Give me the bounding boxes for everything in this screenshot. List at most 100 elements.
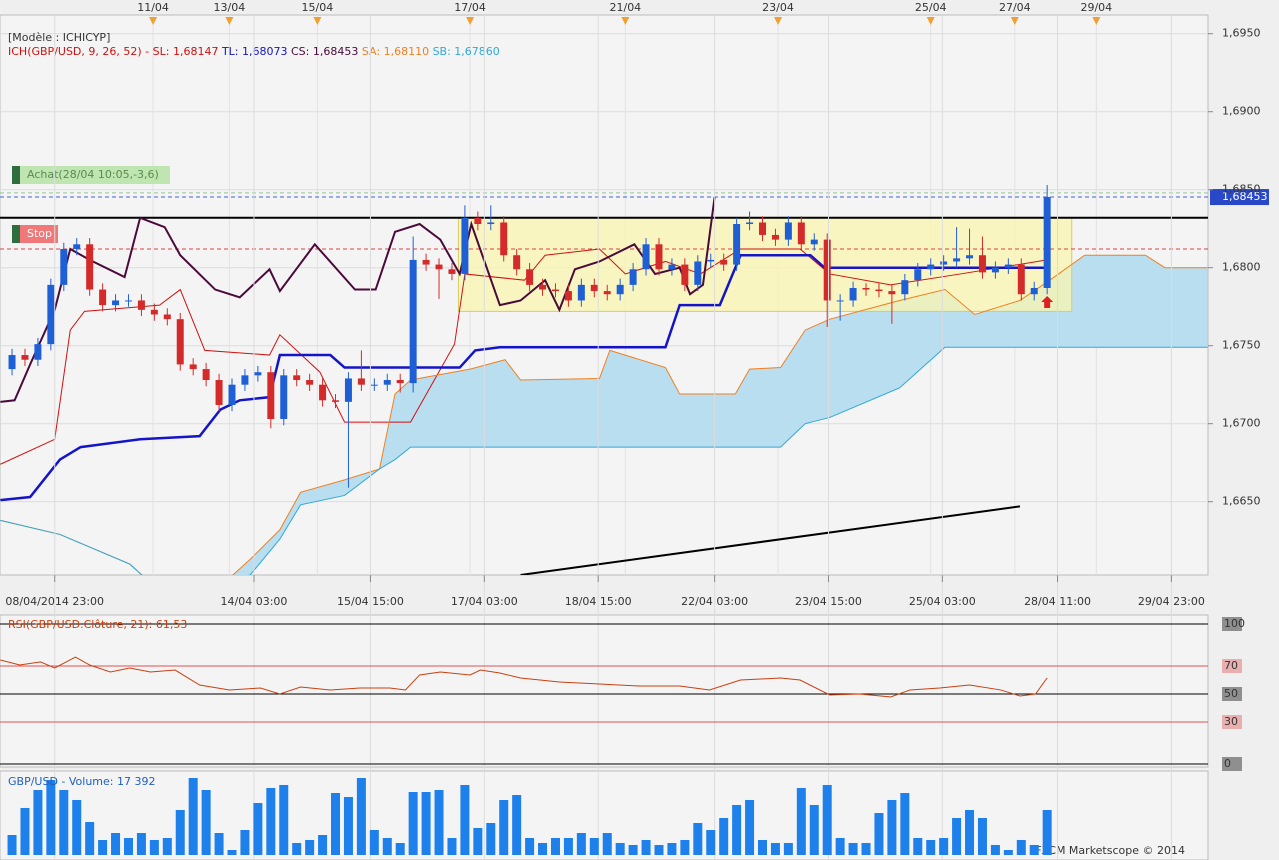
volume-bar (201, 790, 211, 855)
y-tick-label: 1,6800 (1222, 261, 1261, 274)
volume-bar (214, 833, 224, 855)
x2-tick-label: 11/04 (137, 1, 169, 14)
y-tick-label: 0 (1224, 757, 1231, 770)
y-tick-label: 1,6750 (1222, 339, 1261, 352)
candle-body (668, 264, 676, 270)
volume-bar (1042, 810, 1052, 855)
candle-body (953, 258, 961, 262)
candle-body (1043, 197, 1051, 288)
candle-body (34, 344, 42, 360)
candle-body (215, 380, 223, 405)
volume-bar (745, 799, 755, 855)
volume-bar (369, 830, 379, 855)
volume-bar (512, 795, 522, 855)
volume-bar (667, 842, 677, 855)
volume-bar (123, 838, 133, 855)
volume-bar (965, 810, 975, 855)
x2-tick-label: 29/04 (1080, 1, 1112, 14)
candle-body (124, 300, 132, 302)
candle-body (888, 291, 896, 295)
candle-body (836, 300, 844, 302)
indicator-line (0, 346, 1208, 575)
candle-body (707, 259, 715, 262)
candle-body (603, 291, 611, 295)
volume-bar (706, 830, 716, 855)
candle-body (370, 384, 378, 386)
y-tick-label: 50 (1224, 687, 1238, 700)
candle-body (642, 244, 650, 270)
candle-body (47, 284, 55, 345)
candle-body (1017, 264, 1025, 295)
x-tick-label: 23/04 15:00 (795, 595, 862, 608)
candle-body (86, 244, 94, 290)
x2-tick-label: 15/04 (302, 1, 334, 14)
candle-body (319, 384, 327, 401)
candle-body (733, 224, 741, 265)
volume-bar (421, 791, 431, 855)
candle-body (357, 378, 365, 385)
candle-body (771, 234, 779, 240)
tag-label: Achat(28/04 10:05,-3,6) (27, 168, 159, 181)
tag-box (12, 225, 58, 243)
volume-bar (809, 804, 819, 855)
candle-body (694, 261, 702, 285)
volume-bar (783, 842, 793, 855)
candle-body (176, 319, 184, 365)
candle-body (306, 380, 314, 385)
footer: FXCM Marketscope © 2014 (1035, 844, 1185, 857)
candle-body (784, 222, 792, 240)
x-tick-label: 14/04 03:00 (221, 595, 288, 608)
candle-body (914, 269, 922, 281)
volume-bar (576, 833, 586, 855)
volume-bar (732, 804, 742, 855)
volume-bar (1029, 844, 1039, 855)
y-tick-box (1222, 659, 1242, 673)
volume-bar (939, 838, 949, 855)
volume-bar (343, 796, 353, 855)
volume-bar (20, 807, 30, 855)
legend-item: ICH(GBP/USD, 9, 26, 52) - (8, 45, 149, 58)
y-tick-label: 1,6700 (1222, 417, 1261, 430)
volume-bar (356, 778, 366, 855)
y-tick-label: 1,6850 (1222, 183, 1261, 196)
date-marker (621, 17, 630, 25)
volume-bar (615, 842, 625, 855)
volume-bar (111, 833, 121, 855)
volume-bar (641, 839, 651, 855)
rsi-line (0, 656, 1048, 698)
candle-body (254, 372, 262, 376)
candle-body (293, 375, 301, 381)
candle-body (577, 284, 585, 301)
rsi-pane (0, 614, 1209, 768)
volume-bar (240, 830, 250, 855)
volume-bar (835, 838, 845, 855)
volume-bar (292, 842, 302, 855)
volume-bar (499, 799, 509, 855)
candle-body (720, 259, 728, 265)
volume-bar (136, 833, 146, 855)
candle-body (228, 384, 236, 405)
rsi-title: RSI(GBP/USD.Clôture, 21): 61,53 (8, 618, 187, 631)
volume-bar (1003, 850, 1013, 855)
y-tick-label: 30 (1224, 715, 1238, 728)
volume-bar (175, 810, 185, 855)
candle-body (487, 222, 495, 225)
candle-body (99, 289, 107, 306)
volume-bar (525, 838, 535, 855)
candle-body (241, 375, 249, 385)
volume-bar (693, 822, 703, 855)
volume-bar (952, 818, 962, 855)
volume-bar (900, 793, 910, 855)
candle-body (73, 244, 81, 249)
candle-body (396, 380, 404, 384)
y-tick-box (1222, 617, 1242, 631)
volume-bar (926, 839, 936, 855)
candle-body (513, 255, 521, 270)
candle-body (474, 217, 482, 225)
candle-body (202, 369, 210, 381)
candle-body (927, 264, 935, 270)
volume-bar (563, 838, 573, 855)
candle-body (590, 284, 598, 292)
candle-body (448, 269, 456, 274)
candle-body (383, 380, 391, 385)
